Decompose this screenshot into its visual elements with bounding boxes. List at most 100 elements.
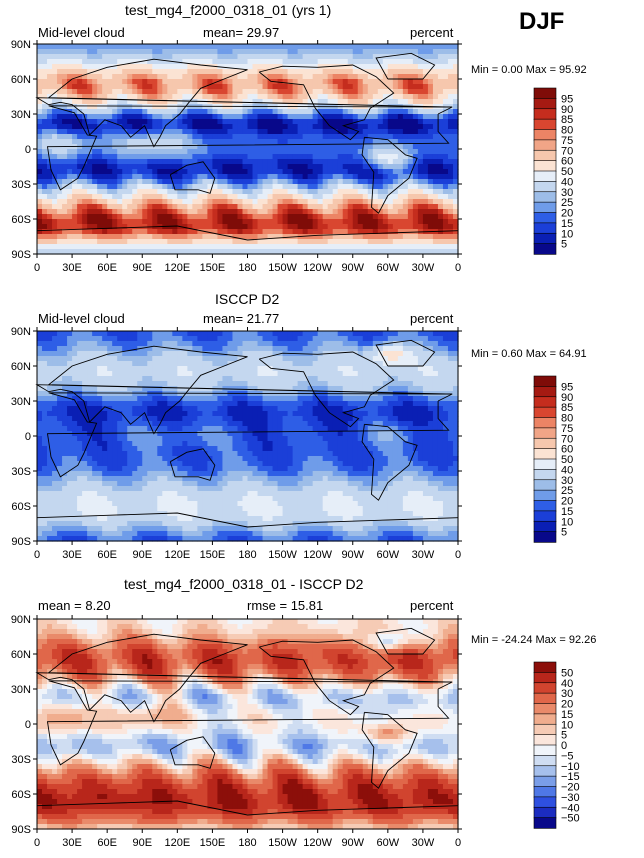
map-cell	[207, 144, 214, 150]
map-cell	[187, 74, 193, 80]
map-cell	[177, 391, 183, 397]
map-cell	[452, 401, 459, 407]
map-cell	[132, 356, 138, 362]
map-cell	[97, 356, 103, 362]
map-cell	[282, 366, 289, 372]
map-cell	[92, 139, 98, 145]
map-cell	[372, 119, 379, 125]
map-cell	[447, 64, 454, 70]
panel-2-minmax: Min = 0.60 Max = 64.91	[471, 348, 587, 360]
map-cell	[327, 366, 334, 372]
map-cell	[342, 386, 349, 392]
map-cell	[152, 144, 158, 150]
map-cell	[132, 336, 138, 342]
map-cell	[202, 194, 208, 200]
map-cell	[267, 169, 274, 175]
map-cell	[422, 44, 429, 50]
map-cell	[87, 366, 93, 372]
map-cell	[317, 381, 324, 387]
map-cell	[137, 44, 143, 50]
map-cell	[427, 396, 434, 402]
map-cell	[102, 119, 108, 125]
map-cell	[142, 69, 148, 75]
map-cell	[247, 341, 254, 347]
map-cell	[207, 49, 214, 55]
map-cell	[392, 169, 399, 175]
map-cell	[437, 174, 444, 180]
map-cell	[92, 229, 98, 235]
map-cell	[242, 194, 249, 200]
map-cell	[232, 94, 239, 100]
map-cell	[417, 124, 424, 130]
map-cell	[447, 351, 454, 357]
map-cell	[147, 396, 153, 402]
map-cell	[312, 79, 319, 85]
map-cell	[417, 174, 424, 180]
map-cell	[442, 169, 449, 175]
map-cell	[387, 174, 394, 180]
map-cell	[427, 169, 434, 175]
map-cell	[307, 336, 314, 342]
map-cell	[417, 406, 424, 412]
map-cell	[397, 164, 404, 170]
map-cell	[47, 189, 53, 195]
map-cell	[437, 331, 444, 337]
map-cell	[402, 204, 409, 210]
map-cell	[237, 154, 244, 160]
map-cell	[37, 249, 43, 255]
map-cell	[452, 331, 459, 337]
map-cell	[427, 144, 434, 150]
map-cell	[452, 59, 459, 65]
map-cell	[347, 346, 354, 352]
map-cell	[232, 164, 239, 170]
map-cell	[412, 406, 419, 412]
map-cell	[282, 149, 289, 155]
map-cell	[92, 154, 98, 160]
map-cell	[87, 406, 93, 412]
map-cell	[357, 341, 364, 347]
map-cell	[332, 346, 339, 352]
map-cell	[77, 89, 83, 95]
map-cell	[352, 84, 359, 90]
map-cell	[307, 219, 314, 225]
map-cell	[427, 129, 434, 135]
map-cell	[227, 239, 234, 245]
map-cell	[207, 376, 214, 382]
map-cell	[322, 119, 329, 125]
map-cell	[92, 44, 98, 50]
map-cell	[367, 244, 374, 250]
map-cell	[272, 134, 279, 140]
map-cell	[42, 174, 48, 180]
map-cell	[162, 114, 168, 120]
map-cell	[397, 386, 404, 392]
map-cell	[362, 249, 369, 255]
lat-tick-label: 0	[25, 144, 31, 156]
map-cell	[172, 44, 178, 50]
map-cell	[102, 69, 108, 75]
map-cell	[357, 169, 364, 175]
map-cell	[107, 99, 113, 105]
map-cell	[182, 346, 188, 352]
map-cell	[432, 164, 439, 170]
map-cell	[442, 249, 449, 255]
map-cell	[57, 74, 63, 80]
map-cell	[372, 64, 379, 70]
map-cell	[217, 331, 224, 337]
map-cell	[77, 154, 83, 160]
map-cell	[182, 209, 188, 215]
map-cell	[122, 189, 128, 195]
map-cell	[197, 64, 203, 70]
map-cell	[112, 331, 118, 337]
map-cell	[312, 99, 319, 105]
map-cell	[272, 204, 279, 210]
map-cell	[307, 214, 314, 220]
map-cell	[397, 114, 404, 120]
map-cell	[287, 154, 294, 160]
map-cell	[87, 219, 93, 225]
map-cell	[292, 154, 299, 160]
map-cell	[357, 234, 364, 240]
map-cell	[282, 114, 289, 120]
map-cell	[167, 99, 173, 105]
map-cell	[72, 114, 78, 120]
map-cell	[62, 164, 68, 170]
